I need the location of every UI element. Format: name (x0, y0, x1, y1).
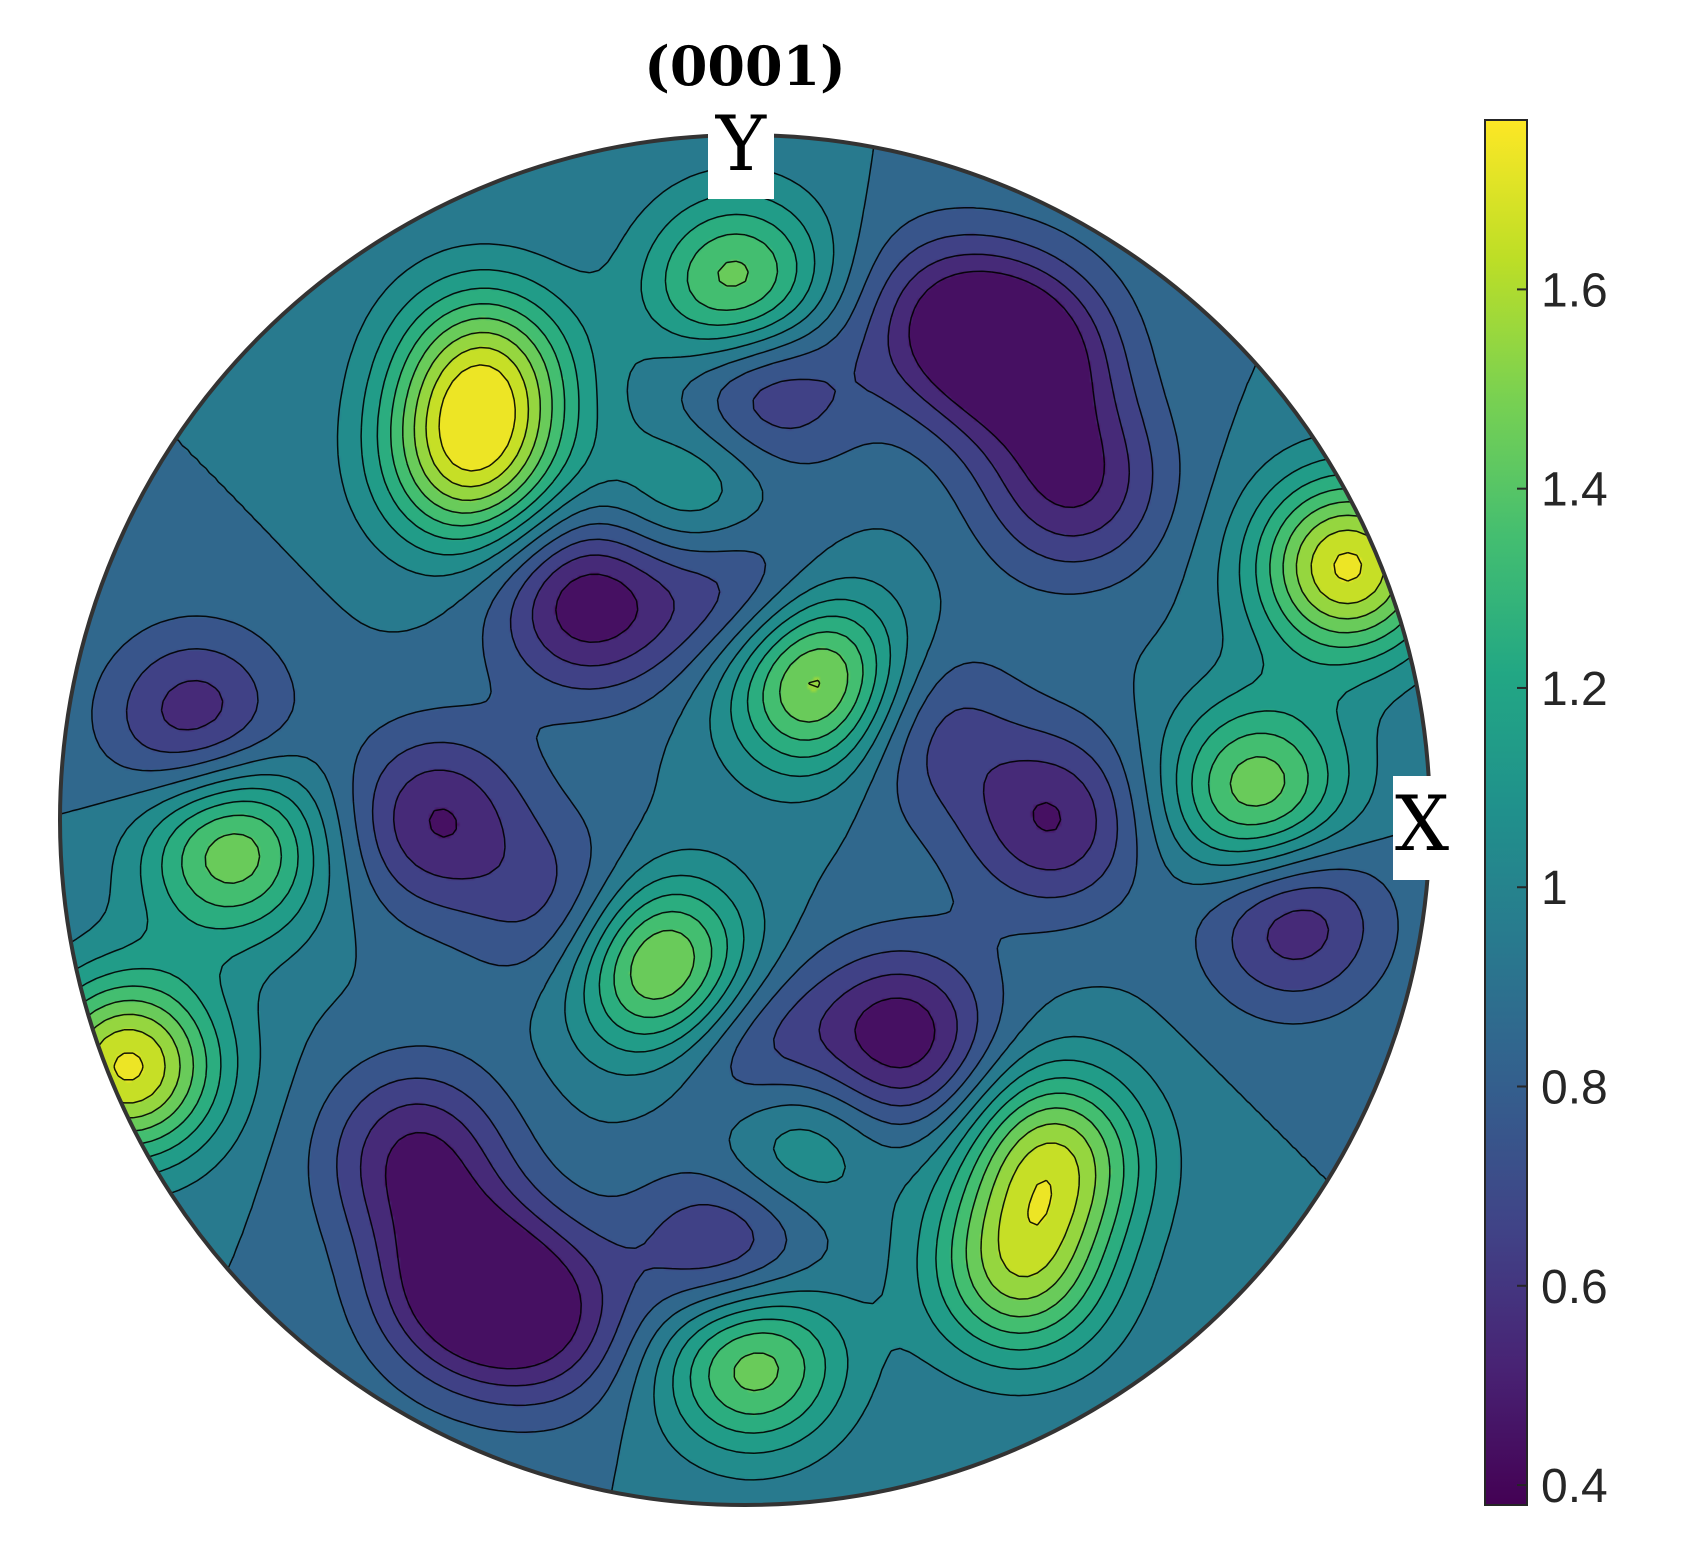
contour-lines (60, 135, 1430, 1505)
contour-line-1 (160, 253, 1330, 1387)
contour-line-2 (125, 233, 1365, 1407)
colorbar-gradient (1484, 119, 1528, 1506)
contour-line-12 (113, 364, 1363, 1226)
colorbar-tick-label: 1.2 (1541, 663, 1608, 716)
x-label-background (1393, 776, 1451, 880)
contour-line-0 (384, 270, 1106, 1370)
pole-figure-title: (0001) (644, 34, 845, 98)
contour-fill-image (60, 135, 1430, 1505)
contour-line-8 (60, 233, 1427, 1416)
colorbar-tick-label: 0.8 (1541, 1062, 1608, 1115)
y-label-background (708, 103, 774, 199)
colorbar-ticks: 0.4 0.6 0.8 1 1.2 1.4 1.6 (1517, 264, 1608, 1513)
colorbar-tick-label: 0.4 (1541, 1460, 1608, 1513)
contour-line-3 (91, 206, 1399, 1434)
y-axis-label: Y (715, 99, 767, 188)
colorbar: 0.4 0.6 0.8 1 1.2 1.4 1.6 (1484, 119, 1608, 1513)
x-axis-label: X (1395, 779, 1449, 868)
contour-line-5 (60, 166, 1430, 1481)
contour-map (60, 135, 1430, 1505)
colorbar-tick-label: 1 (1541, 862, 1568, 915)
colorbar-tick-label: 0.6 (1541, 1261, 1608, 1314)
colorbar-tick-label: 1.4 (1541, 464, 1608, 517)
colorbar-tick-label: 1.6 (1541, 264, 1608, 317)
